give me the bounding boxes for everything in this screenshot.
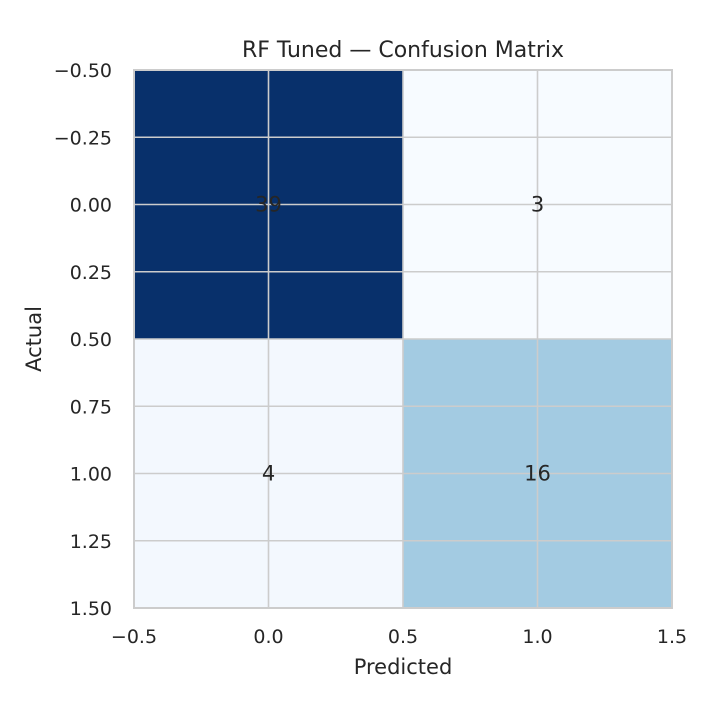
y-tick-label: 0.75 xyxy=(70,396,112,418)
chart-title: RF Tuned — Confusion Matrix xyxy=(242,38,564,63)
cell-value-label: 4 xyxy=(262,462,275,486)
y-tick-label: −0.50 xyxy=(54,60,112,82)
y-tick-labels: −0.50 −0.25 0.00 0.25 0.50 0.75 1.00 1.25 1.50 xyxy=(54,60,112,620)
y-tick-label: 0.50 xyxy=(70,329,112,351)
plot-frame xyxy=(133,69,673,609)
cell-value-label: 16 xyxy=(524,462,551,486)
x-tick-label: 0.0 xyxy=(253,626,283,648)
x-tick-label: −0.5 xyxy=(111,626,157,648)
cell-value-label: 3 xyxy=(531,193,544,217)
x-axis-label: Predicted xyxy=(354,655,453,679)
x-tick-label: 1.5 xyxy=(657,626,687,648)
y-tick-label: 1.50 xyxy=(70,598,112,620)
y-tick-label: −0.25 xyxy=(54,127,112,149)
y-tick-label: 0.25 xyxy=(70,262,112,284)
y-tick-label: 1.00 xyxy=(70,464,112,486)
cell-value-label: 39 xyxy=(255,193,282,217)
y-tick-label: 0.00 xyxy=(70,195,112,217)
y-tick-label: 1.25 xyxy=(70,531,112,553)
x-tick-labels: −0.5 0.0 0.5 1.0 1.5 xyxy=(111,626,687,648)
x-tick-label: 1.0 xyxy=(522,626,552,648)
x-tick-label: 0.5 xyxy=(388,626,418,648)
y-axis-label: Actual xyxy=(22,306,46,372)
cell-value-labels: 39 3 4 16 xyxy=(255,193,551,486)
